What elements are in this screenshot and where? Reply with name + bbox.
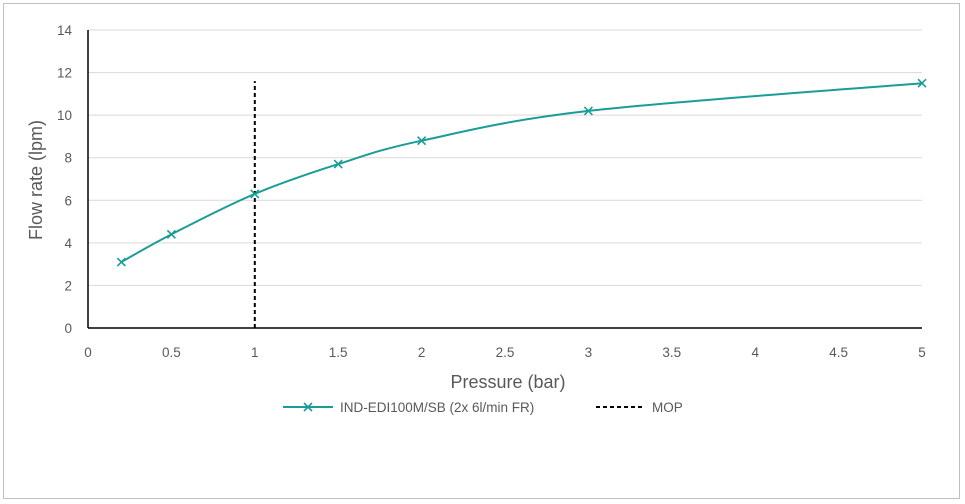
y-tick-labels: 0 2 4 6 8 10 12 14 — [57, 23, 73, 336]
axes — [87, 30, 922, 329]
gridlines — [88, 29, 922, 286]
data-point-marker — [166, 229, 176, 239]
x-tick-label: 1.5 — [329, 345, 348, 360]
legend-marker-x-icon — [303, 402, 313, 412]
y-axis-label: Flow rate (lpm) — [26, 120, 46, 240]
x-axis-label: Pressure (bar) — [450, 372, 565, 392]
data-point-marker — [583, 106, 593, 116]
data-point-marker — [116, 257, 126, 267]
data-point-marker — [333, 159, 343, 169]
x-tick-label: 2 — [418, 345, 426, 360]
y-tick-label: 10 — [57, 108, 72, 123]
y-tick-label: 12 — [57, 66, 72, 81]
x-tick-label: 4.5 — [829, 345, 848, 360]
legend-label-mop: MOP — [652, 400, 683, 415]
legend: IND-EDI100M/SB (2x 6l/min FR) MOP — [283, 400, 683, 415]
x-tick-label: 0.5 — [162, 345, 181, 360]
chart-frame — [3, 3, 960, 499]
x-tick-label: 5 — [918, 345, 926, 360]
y-tick-label: 2 — [64, 278, 72, 293]
series-layer — [116, 78, 927, 328]
data-point-marker — [250, 189, 260, 199]
y-tick-label: 0 — [64, 321, 72, 336]
data-point-marker — [417, 136, 427, 146]
x-tick-labels: 0 0.5 1 1.5 2 2.5 3 3.5 4 4.5 5 — [84, 345, 926, 360]
y-tick-label: 14 — [57, 23, 73, 38]
data-point-marker — [917, 78, 927, 88]
x-tick-label: 4 — [751, 345, 759, 360]
x-tick-label: 3 — [585, 345, 593, 360]
x-tick-label: 0 — [84, 345, 92, 360]
x-tick-label: 3.5 — [662, 345, 681, 360]
x-tick-label: 2.5 — [496, 345, 515, 360]
x-tick-label: 1 — [251, 345, 259, 360]
y-tick-label: 6 — [64, 193, 72, 208]
y-tick-label: 4 — [64, 236, 72, 251]
legend-label-series: IND-EDI100M/SB (2x 6l/min FR) — [340, 400, 534, 415]
y-tick-label: 8 — [64, 151, 72, 166]
series-line — [120, 82, 923, 263]
